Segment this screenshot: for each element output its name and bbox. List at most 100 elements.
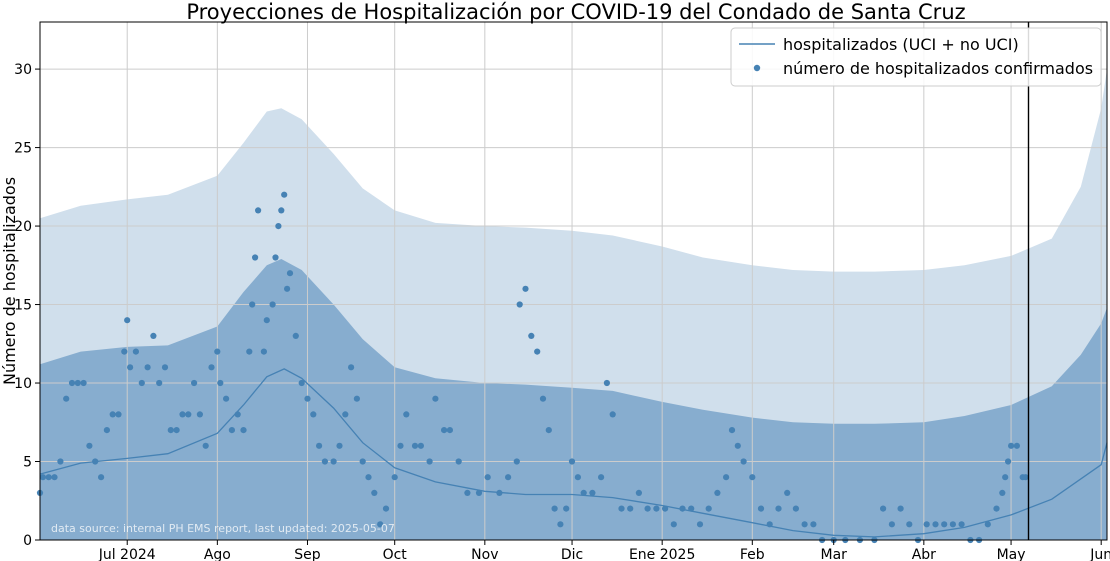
confirmed-point: [455, 458, 462, 465]
confirmed-point: [365, 474, 372, 481]
confirmed-point: [80, 379, 87, 387]
confirmed-point: [496, 489, 503, 496]
legend-entry-label: hospitalizados (UCI + no UCI): [783, 35, 1019, 54]
confirmed-point: [167, 427, 174, 434]
confirmed-point: [580, 489, 587, 496]
confirmed-point: [185, 411, 192, 418]
confirmed-point: [269, 301, 276, 308]
confirmed-point: [723, 474, 730, 481]
confirmed-point: [941, 521, 948, 528]
confirmed-point: [45, 474, 52, 481]
confirmed-point: [353, 395, 360, 402]
confirmed-point: [696, 521, 704, 528]
confirmed-point: [228, 427, 235, 434]
y-tick-label: 15: [14, 298, 32, 314]
x-tick-label: Jul 2024: [98, 547, 156, 561]
confirmed-point: [249, 301, 256, 308]
confirmed-point: [109, 411, 116, 418]
confirmed-point: [484, 474, 491, 481]
confirmed-point: [475, 489, 483, 496]
confirmed-point: [557, 521, 564, 528]
confirmed-point: [179, 411, 186, 418]
confirmed-point: [714, 489, 721, 496]
y-tick-label: 25: [14, 141, 32, 157]
confirmed-point: [999, 489, 1006, 496]
x-tick-label: Feb: [740, 547, 765, 561]
confirmed-point: [426, 458, 433, 465]
confirmed-point: [728, 427, 736, 434]
confirmed-point: [888, 521, 896, 528]
confirmed-point: [252, 254, 259, 261]
confirmed-point: [284, 285, 291, 292]
confirmed-point: [679, 505, 686, 512]
confirmed-point: [984, 521, 991, 528]
confirmed-point: [286, 270, 294, 277]
confirmed-point: [1022, 474, 1029, 481]
confirmed-point: [688, 505, 695, 512]
confirmed-point: [574, 474, 582, 481]
y-axis-label: Número de hospitalizados: [0, 177, 19, 385]
confirmed-point: [63, 395, 70, 402]
confirmed-point: [897, 505, 904, 512]
confirmed-point: [993, 505, 1000, 512]
confirmed-point: [522, 285, 529, 292]
confirmed-point: [563, 505, 570, 512]
x-tick-label: Mar: [820, 547, 847, 561]
confirmed-point: [618, 505, 625, 512]
confirmed-point: [505, 474, 512, 481]
legend-box: [730, 27, 1102, 87]
confirmed-point: [246, 348, 253, 355]
confirmed-point: [260, 348, 267, 355]
confirmed-point: [359, 458, 366, 465]
confirmed-point: [801, 521, 808, 528]
confirmed-point: [298, 379, 305, 387]
confirmed-point: [68, 379, 76, 387]
confirmed-point: [1005, 458, 1012, 465]
confirmed-point: [240, 427, 247, 434]
y-tick-label: 5: [23, 455, 32, 471]
confirmed-point: [598, 474, 605, 481]
confirmed-point: [304, 395, 311, 402]
confirmed-point: [644, 505, 651, 512]
confirmed-point: [98, 474, 105, 481]
confirmed-point: [446, 427, 453, 434]
confirmed-point: [670, 521, 677, 528]
confirmed-point: [86, 442, 93, 449]
axis-ticks: Jul 2024 Ago Sep Oct Nov Dic Ene 2025 Feb Mar Abr…: [14, 62, 1110, 561]
confirmed-point: [377, 521, 384, 528]
confirmed-point: [513, 458, 520, 465]
plot-frame: [39, 21, 1108, 541]
confirmed-point: [792, 505, 800, 512]
chart-title: Proyecciones de Hospitalización por COVI…: [186, 0, 965, 24]
confirmed-point: [217, 379, 224, 387]
confirmed-point: [662, 505, 669, 512]
confirmed-point: [432, 395, 439, 402]
confirmed-point: [144, 364, 151, 371]
confirmed-point: [39, 474, 47, 481]
confirmed-point: [441, 427, 448, 434]
confirmed-point: [589, 489, 596, 496]
confirmed-point: [382, 505, 390, 512]
confirmed-point: [784, 489, 791, 496]
confirmed-point: [92, 458, 99, 465]
confirmed-point: [775, 505, 782, 512]
confirmed-point: [202, 442, 209, 449]
confirmed-point: [1013, 442, 1021, 449]
x-tick-label: Dic: [561, 547, 583, 561]
x-tick-label: Ene 2025: [629, 547, 695, 561]
confirmed-point: [208, 364, 215, 371]
y-tick-label: 0: [23, 533, 32, 549]
confirmed-point: [528, 332, 535, 339]
x-tick-label: Ago: [204, 547, 231, 561]
confirmed-point: [214, 348, 221, 355]
confirmed-point: [150, 332, 157, 339]
confirmed-point: [1008, 442, 1015, 449]
legend-point-swatch: [753, 64, 761, 72]
confirmed-point: [272, 254, 279, 261]
confirmed-point: [138, 379, 145, 387]
confirmed-point: [161, 364, 169, 371]
confirmed-point: [403, 411, 410, 418]
confirmed-point: [342, 411, 349, 418]
confirmed-point: [330, 458, 337, 465]
